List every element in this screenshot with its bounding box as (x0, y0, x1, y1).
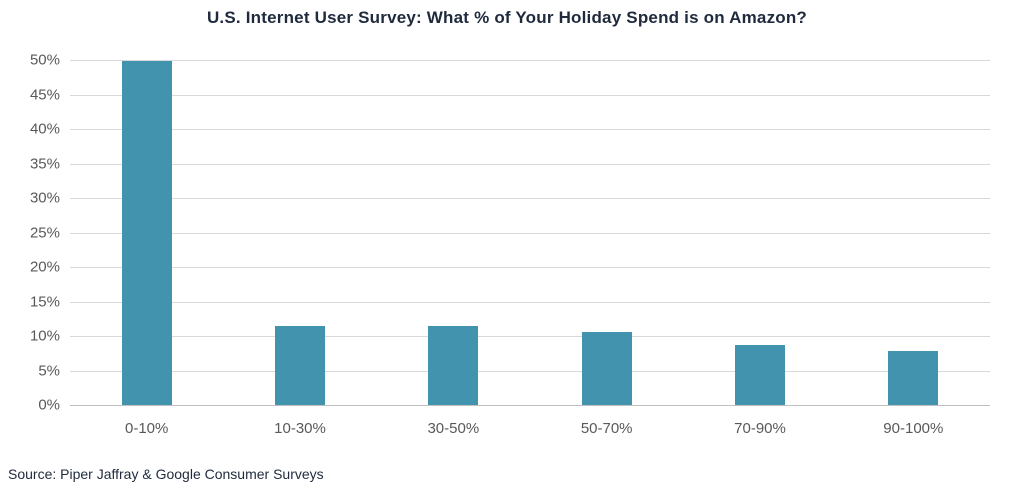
source-note: Source: Piper Jaffray & Google Consumer … (8, 466, 324, 482)
x-tick-label: 10-30% (274, 420, 326, 437)
bar-slot (530, 60, 683, 405)
gridline (70, 129, 990, 130)
gridline (70, 198, 990, 199)
x-tick-label: 0-10% (124, 420, 169, 437)
y-tick-label: 20% (29, 258, 60, 276)
bar-slot (223, 60, 376, 405)
bar-slot (683, 60, 836, 405)
chart-title: U.S. Internet User Survey: What % of You… (206, 8, 808, 27)
gridline (70, 370, 990, 372)
bar-slot (837, 60, 990, 405)
gridline (70, 60, 990, 61)
gridline (70, 336, 990, 337)
bar-10-30% (274, 325, 325, 405)
x-tick-label: 90-100% (883, 420, 944, 437)
x-tick-label: 70-90% (734, 420, 786, 437)
bar-slot (70, 60, 223, 405)
gridline (70, 267, 990, 268)
bar-slot (377, 60, 530, 405)
gridline (70, 163, 990, 165)
bar-90-100% (888, 350, 939, 405)
y-tick-label: 35% (29, 155, 60, 172)
y-tick-label: 45% (29, 86, 60, 103)
gridline (70, 94, 990, 96)
x-tick-label: 50-70% (580, 420, 633, 437)
x-tick-label: 30-50% (427, 420, 480, 437)
x-axis-line (70, 405, 990, 406)
y-tick-label: 0% (38, 396, 60, 414)
y-tick-label: 15% (29, 293, 60, 310)
bar-0-10% (121, 61, 172, 405)
y-tick-label: 30% (29, 189, 60, 207)
bar-30-50% (428, 325, 479, 405)
y-tick-label: 10% (29, 327, 60, 345)
y-tick-label: 25% (29, 224, 60, 241)
bar-70-90% (734, 344, 785, 405)
y-tick-label: 50% (29, 51, 60, 69)
gridline (70, 232, 990, 234)
gridline (70, 301, 990, 303)
y-tick-label: 40% (29, 120, 60, 138)
y-tick-label: 5% (38, 362, 60, 379)
plot-area (70, 60, 990, 406)
bar-50-70% (581, 331, 632, 405)
